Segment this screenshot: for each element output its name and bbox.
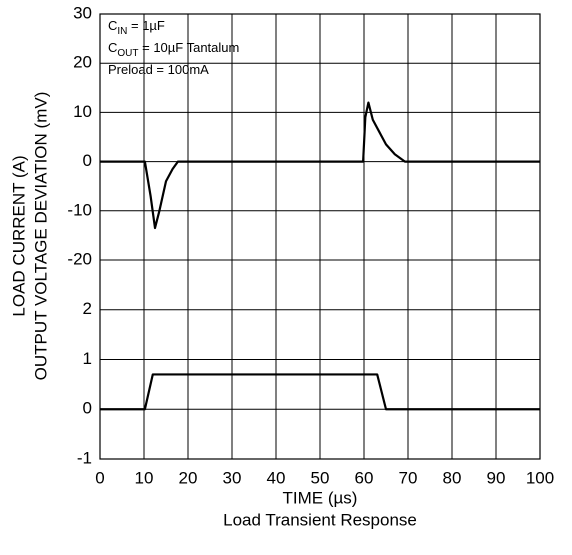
data-line (100, 373, 540, 411)
y-tick-label: 1 (83, 349, 92, 368)
annotation-base: C (108, 40, 117, 55)
y-tick-label: 10 (73, 102, 92, 121)
x-tick-label: 0 (95, 468, 104, 487)
y-tick-label: 2 (83, 299, 92, 318)
annotation-subscript: IN (117, 26, 127, 37)
x-tick-label: 100 (526, 468, 554, 487)
annotation-base: Preload = 100mA (108, 62, 209, 77)
annotation: CIN = 1µF (108, 18, 165, 36)
y-tick-label: -1 (77, 448, 92, 467)
y-tick-label: -20 (67, 249, 92, 268)
annotation: COUT = 10µF Tantalum (108, 40, 239, 58)
caption: Load Transient Response (223, 510, 417, 529)
x-tick-label: 40 (267, 468, 286, 487)
x-tick-label: 80 (443, 468, 462, 487)
y-tick-label: 0 (83, 399, 92, 418)
x-tick-label: 90 (487, 468, 506, 487)
y-axis-label: OUTPUT VOLTAGE DEVIATION (mV) (31, 92, 50, 381)
data-line (100, 101, 540, 230)
annotation-subscript: OUT (117, 48, 138, 59)
x-tick-label: 60 (355, 468, 374, 487)
annotation-text: = 10µF Tantalum (139, 40, 240, 55)
x-tick-label: 10 (135, 468, 154, 487)
x-axis-label: TIME (µs) (283, 488, 358, 507)
x-tick-label: 30 (223, 468, 242, 487)
y-tick-label: 0 (83, 151, 92, 170)
x-tick-label: 70 (399, 468, 418, 487)
annotation-base: C (108, 18, 117, 33)
x-tick-label: 50 (311, 468, 330, 487)
y-tick-label: 30 (73, 3, 92, 22)
y-tick-label: 20 (73, 53, 92, 72)
y-axis-label: LOAD CURRENT (A) (9, 155, 28, 316)
annotation-text: = 1µF (127, 18, 165, 33)
y-tick-label: -10 (67, 200, 92, 219)
x-tick-label: 20 (179, 468, 198, 487)
annotation: Preload = 100mA (108, 62, 209, 77)
